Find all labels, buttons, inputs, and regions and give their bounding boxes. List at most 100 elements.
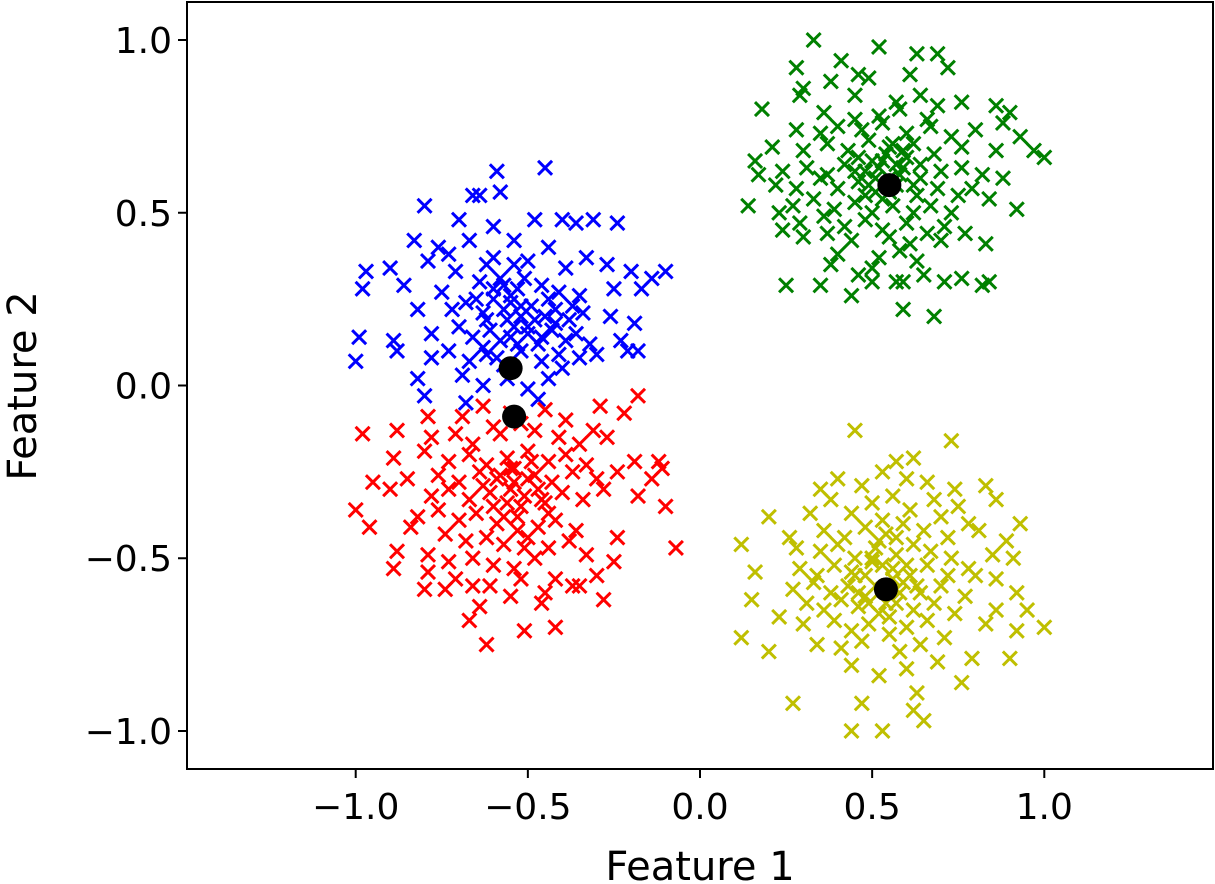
data-point [468,505,485,522]
data-point [450,474,468,491]
data-point [547,619,564,636]
data-point [423,487,440,505]
plot-background [187,2,1213,769]
data-point [357,263,375,280]
data-point [843,287,860,304]
data-point [461,232,478,249]
data-point [547,315,564,332]
data-point [919,612,936,629]
data-point [554,211,571,228]
data-point [554,484,571,501]
data-point [936,273,953,290]
data-point [488,163,505,180]
data-point [929,180,946,197]
data-point [839,142,857,159]
data-point [953,159,970,176]
data-point [939,529,956,546]
centroid-point [877,173,902,198]
data-point [492,332,509,349]
data-point [450,318,468,335]
data-point [815,208,833,225]
data-point [585,211,602,228]
data-point [502,329,519,346]
x-tick-label: 0.5 [844,787,901,828]
data-point [564,463,581,480]
data-point [977,615,994,632]
data-point [957,225,974,242]
data-point [888,529,905,546]
data-point [1012,128,1029,145]
data-point [440,342,457,360]
data-point [512,498,530,515]
data-point [870,667,888,684]
data-point [822,584,839,601]
data-point [946,481,963,498]
data-point [1008,201,1025,218]
data-point [926,145,943,163]
data-point [977,477,994,494]
data-point [492,183,509,201]
data-point [561,532,578,550]
data-point [891,643,908,660]
data-point [437,526,454,543]
data-point [533,595,550,612]
data-point [884,197,901,214]
data-point [812,543,829,560]
data-point [492,467,509,484]
data-point [495,277,512,294]
data-point [506,474,523,491]
data-point [457,394,474,411]
data-point [774,221,791,239]
data-point [540,370,557,387]
data-point [850,66,867,83]
data-point [347,501,364,518]
data-point [454,367,471,384]
data-point [850,149,867,166]
data-point [998,532,1015,550]
data-point [519,318,536,335]
data-point [416,387,433,404]
data-point [919,474,936,491]
data-point [506,560,523,577]
data-point [929,97,946,114]
data-point [626,453,643,470]
data-point [564,297,581,315]
data-point [815,104,833,121]
data-point [967,121,984,138]
data-point [908,684,925,702]
centroid-point [502,404,527,429]
centroid-point [873,577,898,602]
data-point [502,294,519,311]
data-point [475,339,492,356]
data-point [502,588,519,605]
data-point [932,508,950,525]
data-point [846,422,863,439]
data-point [457,294,474,311]
data-point [795,228,812,245]
data-point [574,491,592,508]
data-point [860,595,877,612]
data-point [774,163,791,180]
data-point [506,460,523,477]
data-point [361,519,378,536]
data-point [960,515,977,532]
data-point [537,584,554,601]
data-point [943,550,960,567]
data-point [602,308,619,325]
data-point [884,487,901,505]
data-point [382,259,399,277]
data-point [857,187,874,204]
data-point [540,291,557,308]
data-point [857,519,874,536]
data-point [846,567,863,584]
data-point [512,297,530,315]
data-point [492,425,509,442]
data-point [385,332,402,349]
data-point [464,577,481,594]
data-point [895,515,912,532]
data-point [733,629,750,646]
data-point [898,470,915,487]
data-point [915,266,932,284]
data-point [784,695,802,712]
data-point [788,180,805,197]
